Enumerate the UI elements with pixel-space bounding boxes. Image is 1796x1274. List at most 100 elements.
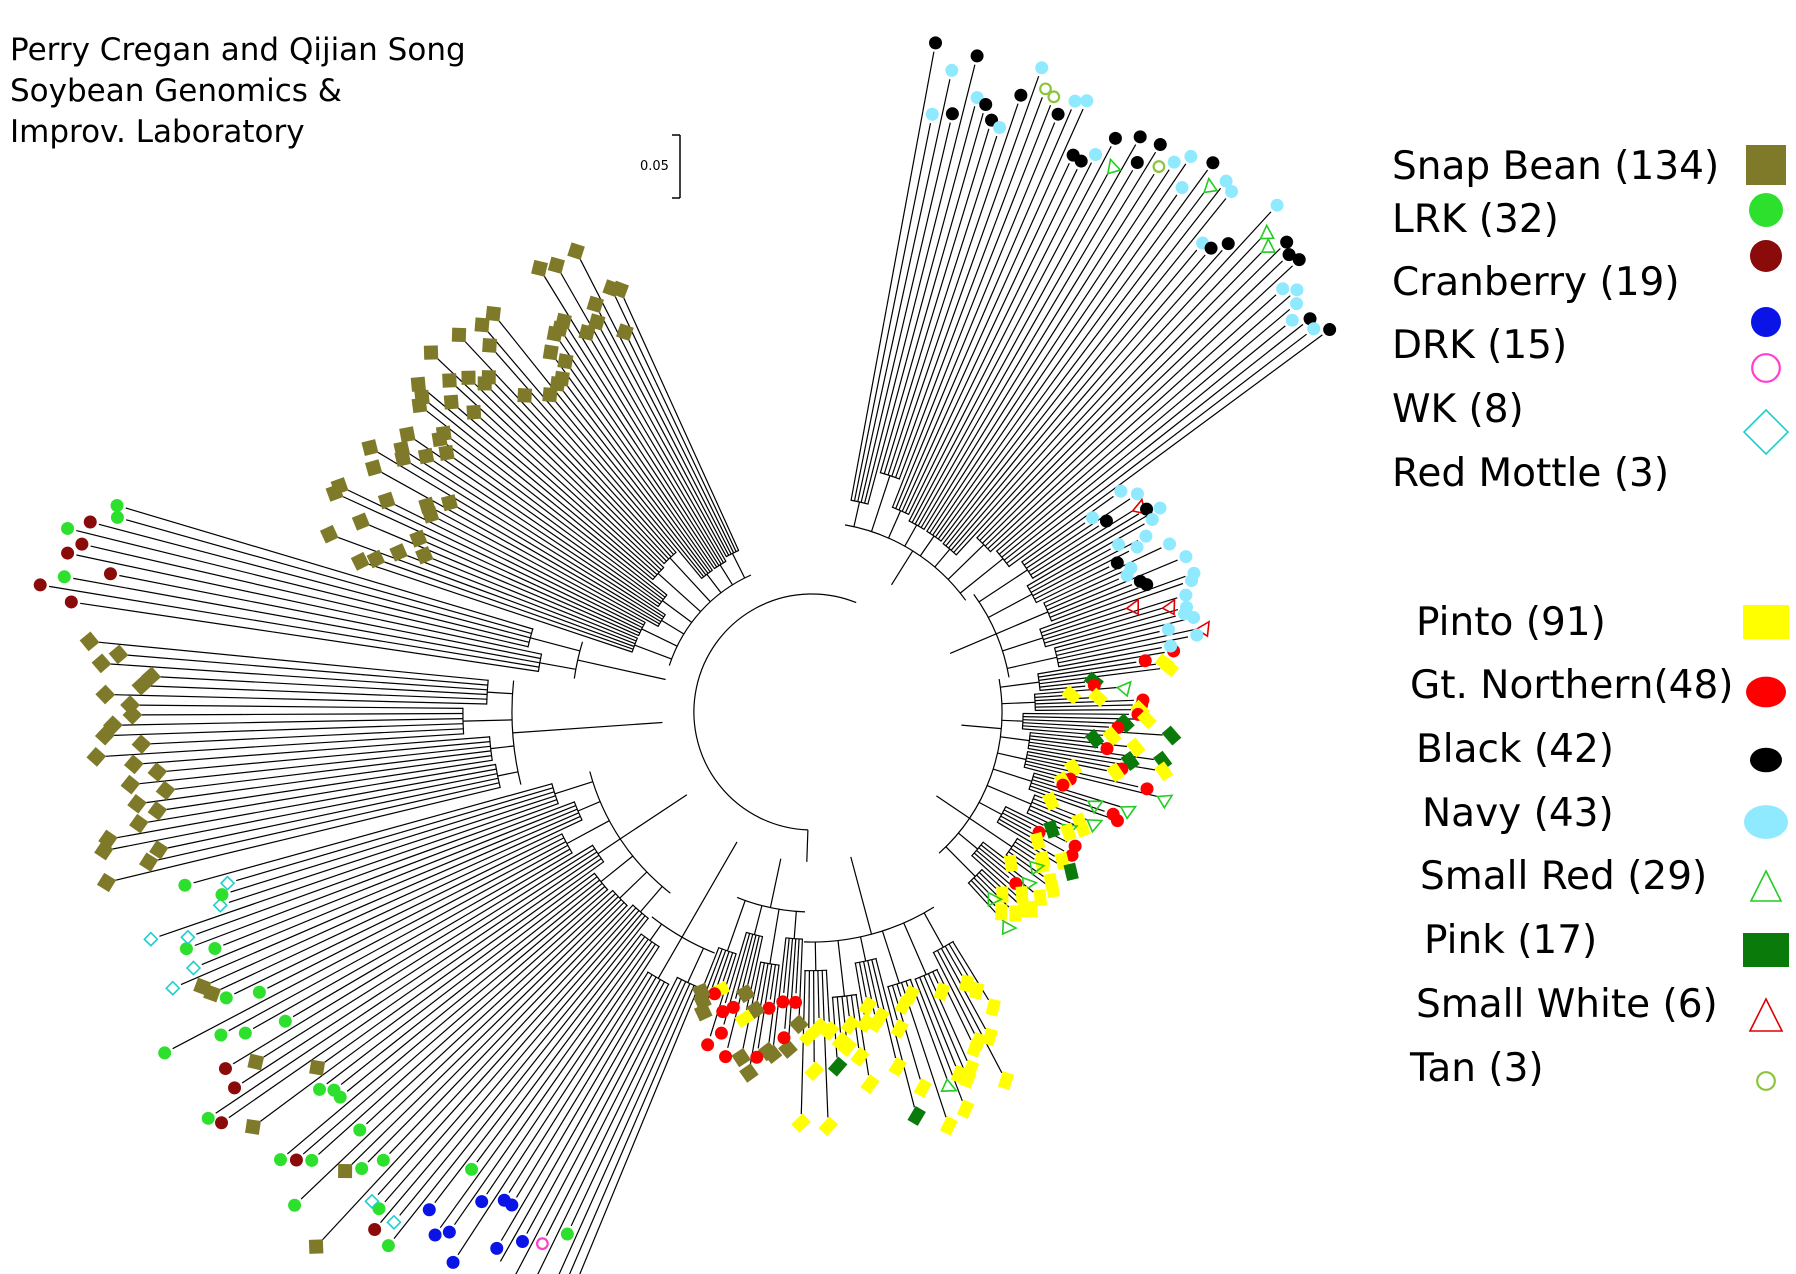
tree-branch <box>193 814 441 884</box>
tree-branch <box>755 963 769 1030</box>
tree-branch <box>1028 788 1085 810</box>
tree-branch <box>955 997 975 1034</box>
tree-branch <box>1058 812 1072 820</box>
tree-branch <box>1005 837 1019 856</box>
tree-branch <box>914 308 1035 525</box>
tree-tip-marker <box>120 774 141 795</box>
tree-tip-marker <box>1089 148 1103 162</box>
tree-tip-marker <box>1088 687 1109 708</box>
tree-branch <box>1029 741 1091 752</box>
tree-branch <box>989 467 1085 553</box>
tree-branch <box>476 1071 545 1163</box>
tree-branch <box>608 983 691 1164</box>
legend-label-cranberry: Cranberry (19) <box>1392 260 1680 305</box>
tree-branch <box>995 550 1010 568</box>
tree-tip-marker <box>1035 61 1049 75</box>
tree-branch <box>408 453 574 560</box>
tree-tip-marker <box>1280 235 1294 249</box>
tree-branch <box>1047 169 1170 355</box>
tree-branch <box>931 1075 947 1118</box>
tree-branch <box>467 848 571 908</box>
tree-branch <box>653 403 732 555</box>
tree-tip-marker <box>219 991 233 1005</box>
tree-branch <box>606 981 687 1150</box>
tree-branch <box>446 886 606 1020</box>
tree-tip-marker <box>997 1071 1015 1091</box>
tree-branch <box>634 644 672 660</box>
tree-tip-marker <box>557 353 574 370</box>
tree-tip-marker <box>1140 502 1154 516</box>
tree-branch <box>657 572 701 613</box>
tree-branch <box>990 108 1084 315</box>
tree-branch <box>1045 169 1209 393</box>
tree-branch <box>905 980 908 984</box>
tree-branch <box>945 846 976 877</box>
tree-tip-marker <box>907 1106 926 1126</box>
tree-branch <box>480 854 600 936</box>
tree-branch <box>887 986 895 1008</box>
tree-branch <box>1050 723 1109 728</box>
legend-label-small-white: Small White (6) <box>1416 982 1718 1027</box>
tree-branch <box>588 513 658 576</box>
tree-branch <box>1031 801 1059 814</box>
tree-branch <box>1085 699 1135 703</box>
tree-branch <box>1055 681 1086 686</box>
tree-tip-marker <box>1015 886 1029 904</box>
tree-tip-marker <box>193 977 212 996</box>
tree-tip-marker <box>410 376 426 392</box>
tree-branch <box>753 905 763 935</box>
tree-tip-marker <box>1139 529 1153 543</box>
tree-branch <box>727 1013 737 1049</box>
tree-branch <box>326 963 484 1085</box>
tree-tip-marker <box>890 1018 909 1039</box>
tree-branch <box>971 855 999 880</box>
tree-branch <box>614 296 657 383</box>
tree-branch <box>355 768 497 796</box>
tree-branch <box>949 997 972 1041</box>
tree-branch <box>670 465 727 562</box>
tree-tip-marker <box>970 49 984 63</box>
tree-tip-marker <box>465 1162 479 1176</box>
tree-branch <box>949 1037 966 1072</box>
tree-tip-marker <box>1110 814 1124 828</box>
tree-branch <box>901 313 992 512</box>
tree-branch <box>1091 597 1178 626</box>
tree-branch <box>660 490 715 569</box>
tree-branch <box>508 1083 578 1193</box>
tree-tip-marker <box>129 813 149 834</box>
tree-branch <box>300 777 499 821</box>
tree-branch <box>1036 582 1076 604</box>
tree-tip-marker <box>214 1028 228 1042</box>
tree-tip-marker <box>995 903 1008 921</box>
tree-tip-marker <box>215 1116 229 1130</box>
legend-label-small-red: Small Red (29) <box>1420 854 1708 899</box>
tree-tip-marker <box>1163 537 1177 551</box>
tree-branch <box>914 978 944 1051</box>
tree-tip-marker <box>1276 282 1290 296</box>
tree-tip-marker <box>1029 831 1046 851</box>
tree-branch <box>1132 211 1272 363</box>
tree-tip-marker <box>731 1047 751 1068</box>
tree-branch <box>495 589 636 645</box>
tree-tip-marker <box>61 546 75 560</box>
tree-branch <box>726 900 746 952</box>
tree-branch <box>1134 619 1186 633</box>
tree-branch <box>1084 194 1178 326</box>
tree-branch <box>1051 599 1106 622</box>
tree-tip-marker <box>979 98 993 112</box>
tree-branch <box>381 471 537 559</box>
tree-branch <box>1064 173 1155 314</box>
legend-marker <box>1751 353 1781 383</box>
tree-branch <box>744 934 754 963</box>
tree-branch <box>1024 766 1039 772</box>
tree-branch <box>1034 699 1055 702</box>
tree-branch <box>457 1115 550 1256</box>
tree-tip-marker <box>423 345 439 360</box>
tree-tip-marker <box>993 121 1007 135</box>
tree-branch <box>858 962 863 976</box>
tree-branch <box>1039 684 1056 688</box>
tree-branch <box>416 803 559 856</box>
tree-tip-marker <box>353 1123 367 1137</box>
tree-tip-marker <box>1184 149 1198 163</box>
tree-branch <box>585 470 670 560</box>
